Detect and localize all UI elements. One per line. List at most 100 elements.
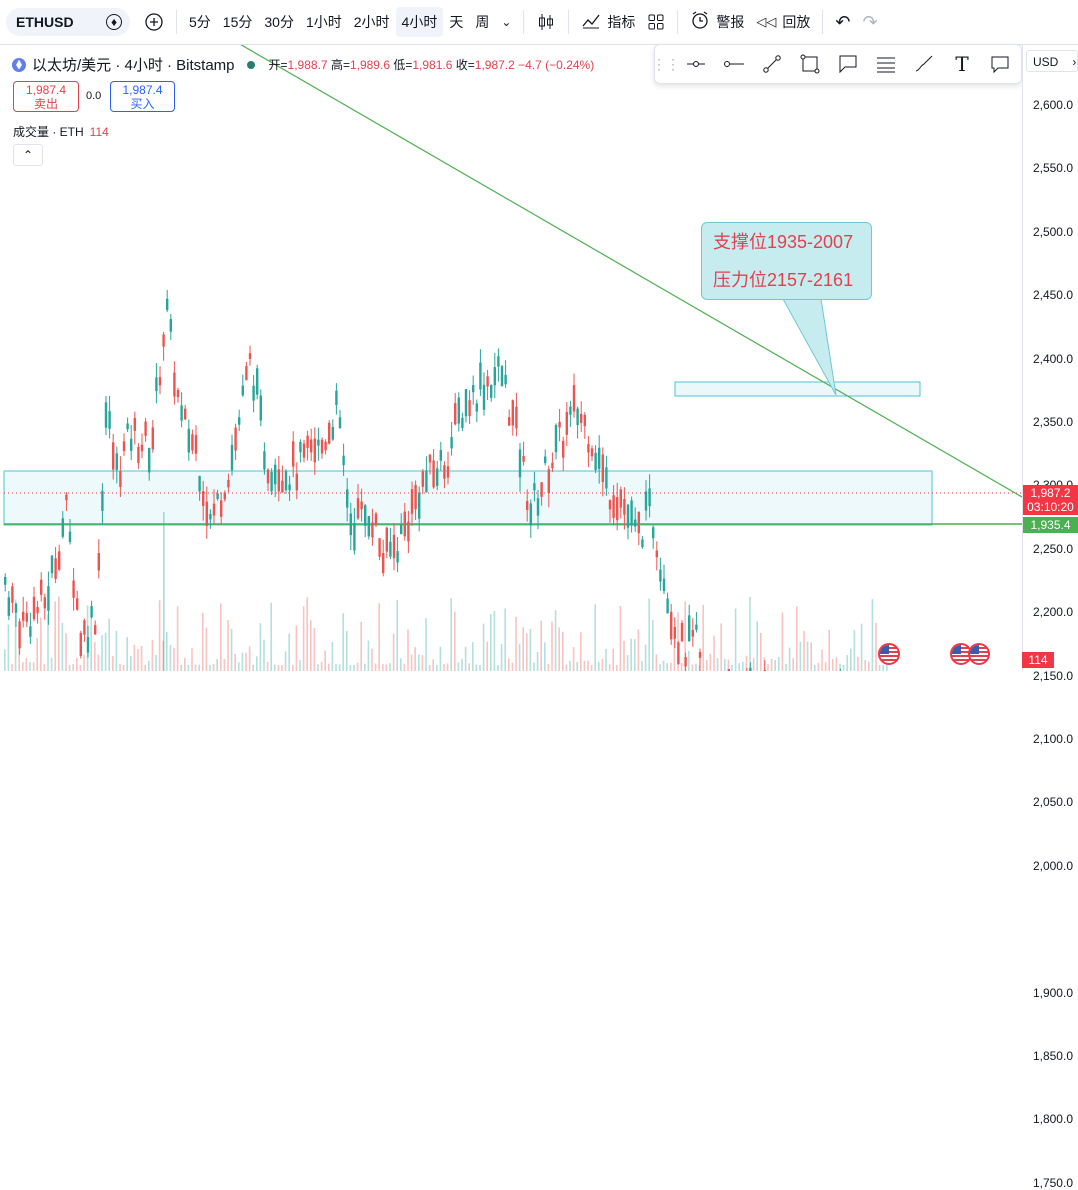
candle-body: [302, 443, 306, 458]
candle-body: [666, 598, 669, 614]
brush-icon[interactable]: [905, 45, 943, 83]
candle-body: [353, 523, 356, 551]
currency-dropdown[interactable]: USD ›: [1026, 50, 1078, 72]
volume-bar: [4, 649, 6, 671]
compare-add-icon[interactable]: [138, 7, 170, 37]
callout-icon[interactable]: [829, 45, 867, 83]
candle-style-icon[interactable]: [530, 7, 562, 37]
volume-bar: [371, 648, 373, 671]
undo-icon[interactable]: ↶: [835, 11, 851, 32]
volume-bar: [547, 663, 550, 671]
timeframe-5m[interactable]: 5分: [189, 14, 211, 30]
candle-body: [378, 538, 381, 557]
candle-body: [234, 427, 237, 451]
volume-bar: [346, 630, 348, 671]
candle-body: [256, 368, 259, 395]
fib-retracement-icon[interactable]: [867, 45, 905, 83]
volume-bar: [767, 664, 769, 671]
volume-bar: [317, 664, 319, 671]
timeframe-4h[interactable]: 4小时: [395, 7, 444, 37]
volume-bar: [691, 664, 694, 671]
sell-button[interactable]: 1,987.4 卖出: [13, 81, 79, 112]
timeframe-30m[interactable]: 30分: [264, 14, 294, 30]
candle-body: [428, 454, 432, 463]
candle-body: [252, 385, 255, 401]
volume-bar: [428, 664, 431, 671]
volume-bar: [234, 653, 236, 671]
volume-bar: [828, 630, 830, 671]
descending-trendline[interactable]: [238, 45, 1022, 498]
volume-bar: [601, 658, 604, 671]
rectangle-icon[interactable]: [791, 45, 829, 83]
price-tick-label: 2,400.0: [1032, 351, 1073, 366]
horizontal-ray-icon[interactable]: [677, 45, 715, 83]
volume-bar: [662, 660, 665, 671]
comment-icon[interactable]: [981, 45, 1019, 83]
price-axis[interactable]: 2,600.0 2,550.0 2,500.0 2,450.0 2,400.0 2,350…: [1022, 45, 1078, 1190]
timeframe-1h[interactable]: 1小时: [305, 14, 342, 30]
volume-bar: [587, 660, 589, 671]
candle-body: [112, 442, 115, 470]
favorite-icon[interactable]: ♦: [106, 14, 122, 30]
alert-button[interactable]: 警报: [684, 7, 750, 37]
candle-body: [659, 569, 662, 582]
timeframe-week[interactable]: 周: [475, 14, 490, 30]
candle-body: [403, 511, 406, 537]
trend-line-icon[interactable]: [753, 45, 791, 83]
volume-bar: [58, 596, 60, 671]
layout-grid-icon[interactable]: [641, 7, 671, 37]
volume-bar: [540, 620, 542, 671]
candle-body: [612, 495, 615, 518]
candle-body: [313, 438, 316, 463]
support-zone[interactable]: [3, 470, 933, 526]
horizontal-line-icon[interactable]: [715, 45, 753, 83]
redo-icon[interactable]: ↷: [862, 11, 878, 32]
symbol-search[interactable]: ETHUSD ♦: [6, 8, 130, 36]
timeframe-2h[interactable]: 2小时: [353, 14, 390, 30]
candle-body: [493, 367, 496, 386]
volume-bar: [878, 664, 881, 671]
resistance-zone[interactable]: [674, 381, 921, 397]
drag-handle-icon[interactable]: ⋮⋮: [652, 55, 680, 72]
text-icon[interactable]: T: [955, 52, 969, 76]
volume-legend-label: 成交量 · ETH: [13, 125, 84, 139]
volume-bar: [886, 662, 888, 671]
candle-body: [522, 456, 525, 462]
candle-body: [101, 490, 104, 511]
currency-label: USD: [1033, 55, 1059, 69]
replay-button[interactable]: ◁◁ 回放: [750, 7, 816, 37]
volume-bar: [796, 606, 798, 671]
spread-value: 0.0: [86, 90, 102, 102]
volume-bar: [846, 655, 848, 671]
buy-button[interactable]: 1,987.4 买入: [110, 81, 175, 112]
volume-bar: [83, 654, 85, 671]
volume-bar: [493, 610, 496, 671]
timeframe-dropdown-chevron-icon[interactable]: ⌄: [501, 15, 512, 29]
volume-bar: [464, 646, 467, 671]
candle-body: [749, 667, 752, 671]
chart-canvas[interactable]: [0, 45, 1022, 671]
volume-bar: [90, 612, 92, 671]
price-tick-label: 1,800.0: [1032, 1112, 1073, 1127]
volume-bar: [522, 627, 524, 671]
volume-bar: [814, 664, 816, 671]
annotation-callout[interactable]: 支撑位1935-2007 压力位2157-2161: [701, 222, 872, 300]
volume-bar: [396, 599, 398, 671]
candle-body: [680, 623, 684, 642]
volume-bar: [839, 663, 841, 671]
open-value: 1,988.7: [287, 58, 328, 72]
timeframe-15m[interactable]: 15分: [222, 14, 253, 30]
candle-body: [180, 405, 183, 421]
us-economic-event-flag-icon[interactable]: [968, 643, 990, 665]
collapse-legend-chevron-up-icon[interactable]: ⌃: [13, 144, 43, 166]
volume-bar: [695, 663, 697, 671]
volume-bar: [590, 664, 593, 671]
series-title[interactable]: 以太坊/美元 · 4小时 · Bitstamp: [32, 57, 235, 74]
candle-body: [130, 438, 133, 451]
volume-bar: [163, 512, 165, 671]
indicators-button[interactable]: 指标: [575, 7, 641, 37]
timeframe-day[interactable]: 天: [449, 14, 464, 30]
volume-bar: [392, 633, 395, 671]
candle-body: [230, 444, 234, 471]
us-economic-event-flag-icon[interactable]: [878, 643, 900, 665]
